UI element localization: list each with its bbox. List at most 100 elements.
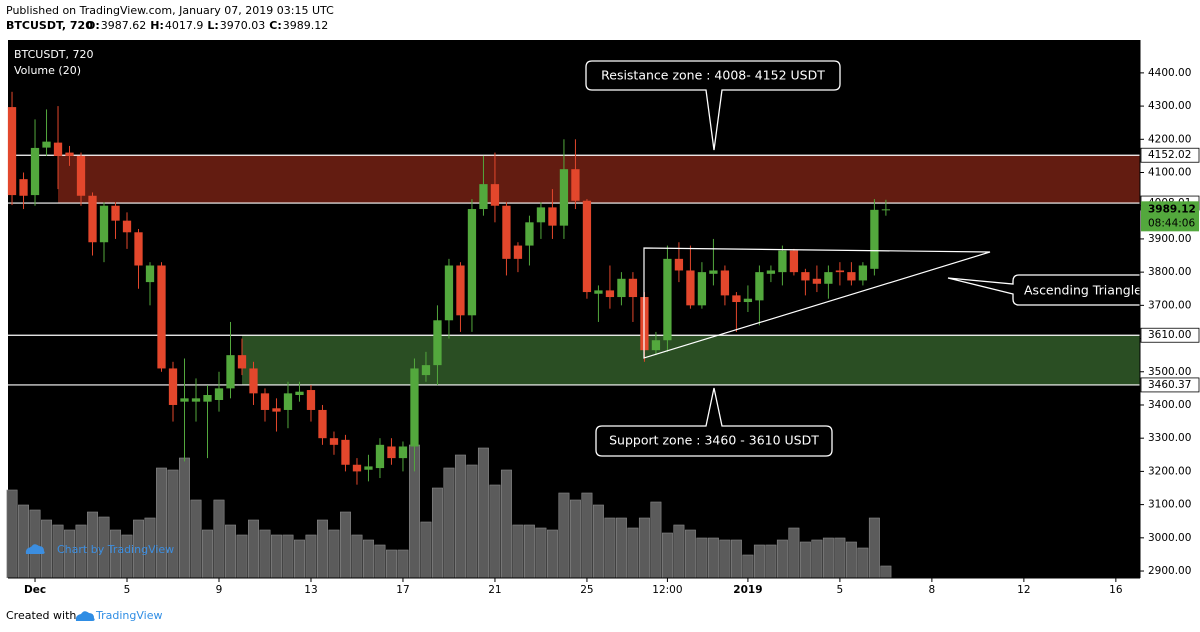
volume-bar [707,537,719,579]
y-tick-label: 3500.00 [1148,366,1191,378]
footer-created: Created with [6,609,76,622]
ohlc-value: 3987.62 [101,19,147,32]
candle-body [628,278,638,298]
candle-body [743,298,753,303]
support-callout-text: Support zone : 3460 - 3610 USDT [609,433,819,448]
candle-body [203,395,212,402]
volume-bar [271,534,282,579]
triangle-callout [947,274,1151,306]
y-tick-label: 3300.00 [1148,432,1191,444]
volume-bar [581,492,593,579]
volume-bar [385,549,397,579]
x-tick-label: 21 [488,584,501,596]
zone [58,155,1141,204]
y-tick-label: 4300.00 [1148,100,1191,112]
candle-body [709,270,718,274]
candle-body [180,398,189,402]
candle-body [398,446,408,459]
price-axis [1140,40,1200,600]
candle-body [663,258,672,341]
x-tick-label: 16 [1109,584,1123,596]
candle-body [502,205,511,259]
y-tick-label: 3800.00 [1148,266,1191,278]
resistance-callout [585,60,841,151]
y-tick-label: 3700.00 [1148,299,1191,311]
x-tick-label: 13 [304,584,317,596]
candle-body [835,270,845,273]
candle-body [88,195,97,243]
zone-price-box [1140,377,1200,393]
candle-body [111,205,120,221]
candle-body [352,464,362,472]
volume-bar [328,529,340,579]
candle-body [582,200,592,293]
volume-bar [661,532,673,579]
zone-price-box [1140,147,1200,163]
y-tick-label: 3000.00 [1148,532,1191,544]
x-tick-label: 25 [580,584,593,596]
volume-bar [799,541,811,579]
ohlc-label: H: [150,19,164,32]
chart-symbol: BTCUSDT, 720 [14,48,94,61]
candle-body [260,393,270,410]
candle-body [720,270,730,296]
candle-body [536,207,546,223]
volume-bar [454,454,466,579]
volume-bar [305,534,317,579]
triangle-callout-text: Ascending Triangle [1024,283,1142,298]
candle-body [686,270,695,306]
candle-body [513,245,523,259]
y-tick-label: 2900.00 [1148,565,1191,577]
ohlc-value: 3989.12 [283,19,329,32]
volume-bar [730,539,742,579]
volume-bar [719,539,731,579]
y-tick-label: 4200.00 [1148,133,1191,145]
volume-bar [213,499,225,579]
header-symbol: BTCUSDT, 720 [6,19,93,32]
candle-body [99,205,109,243]
candle-body [364,466,373,470]
ohlc-label: C: [269,19,281,32]
candle-body [778,250,787,273]
candle-body [306,390,316,410]
volume-bar [788,527,800,579]
zone-price-box [1140,327,1200,343]
last-price-label: 3989.12 [1148,203,1196,215]
x-tick-label: 5 [837,584,844,596]
volume-bar [248,519,259,579]
x-tick-label: 8 [929,584,936,596]
x-tick-label: 12:00 [652,584,682,596]
candle-body [134,232,143,266]
volume-bar [179,457,190,579]
time-axis [0,578,1140,600]
y-tick-label: 4100.00 [1148,167,1191,179]
candle-body [801,272,810,281]
volume-bar [569,499,581,579]
volume-bar [29,509,41,579]
plot-background [8,40,1140,578]
volume-label: Volume (20) [14,64,81,77]
y-tick-label: 3900.00 [1148,233,1191,245]
candle-body [375,444,385,469]
volume-bar [294,539,305,579]
candle-body [444,265,454,321]
volume-bar [431,487,443,579]
axes: 2900.00 3000.00 3100.00 3200.00 3300.00 3400.… [24,67,1200,596]
candle-body [42,141,51,148]
candle-body [272,408,281,412]
volume-bar [477,447,489,579]
volume-bar [558,492,570,579]
zone-price-label: 3610.00 [1148,329,1191,341]
volume-bar [753,544,765,579]
candle-body [7,107,17,196]
volume-bar [512,524,524,579]
volume-bar [500,469,512,579]
candle-body [755,272,764,301]
x-tick-label: Dec [24,584,46,596]
candle-body [824,272,833,284]
volume-bar [202,529,213,579]
x-tick-label: 12 [1017,584,1030,596]
volume-bar [236,534,248,579]
volume-bar [420,521,432,579]
volume-bar [397,549,409,579]
